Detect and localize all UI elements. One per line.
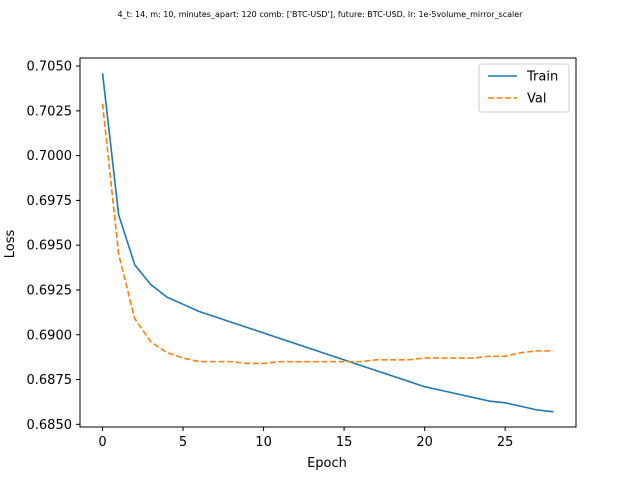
y-tick-label: 0.7025 [27, 104, 73, 119]
chart-title: 4_t: 14, m: 10, minutes_apart: 120 comb:… [118, 10, 524, 19]
x-tick-label: 15 [336, 435, 353, 450]
y-tick-label: 0.6900 [27, 328, 73, 343]
legend-label-train: Train [526, 70, 558, 85]
y-tick-label: 0.7000 [27, 149, 73, 164]
y-tick-label: 0.6875 [27, 373, 73, 388]
y-tick-label: 0.6950 [27, 239, 73, 254]
x-tick-label: 10 [255, 435, 272, 450]
y-tick-label: 0.6975 [27, 194, 73, 209]
x-tick-label: 25 [497, 435, 514, 450]
x-axis-label: Epoch [307, 456, 347, 471]
x-tick-label: 5 [179, 435, 187, 450]
x-tick-label: 0 [98, 435, 106, 450]
plot-area: 0 5 10 15 20 25 0.6850 0.6875 0.6900 0.6925 0.6950… [27, 57, 577, 450]
legend: Train Val [478, 63, 570, 113]
legend-label-val: Val [527, 92, 546, 107]
y-tick-label: 0.6850 [27, 418, 73, 433]
y-tick-label: 0.6925 [27, 283, 73, 298]
x-tick-label: 20 [416, 435, 433, 450]
y-tick-label: 0.7050 [27, 60, 73, 75]
axes-frame [79, 57, 577, 428]
y-axis-label: Loss [3, 230, 18, 259]
series-line-train [101, 73, 554, 413]
series-line-val [101, 103, 554, 365]
